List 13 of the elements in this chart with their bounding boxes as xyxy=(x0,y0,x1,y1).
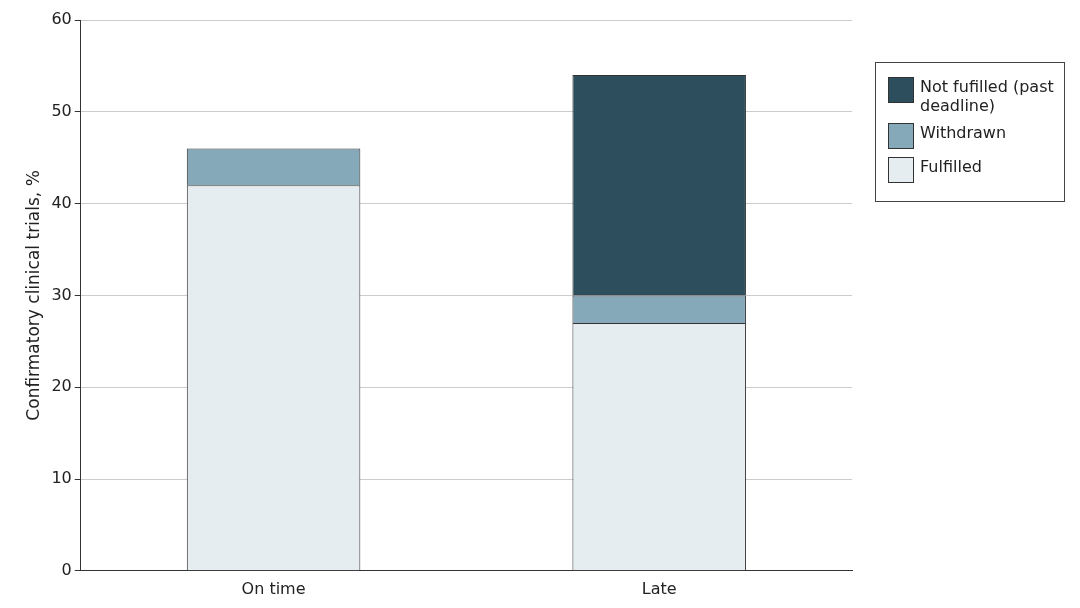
y-tick-label: 60 xyxy=(51,9,72,29)
y-tick-label: 10 xyxy=(51,468,72,488)
y-tick-label: 50 xyxy=(51,100,72,120)
legend-label: Not fufilled (past deadline) xyxy=(920,77,1055,115)
legend-label: Withdrawn xyxy=(920,123,1007,142)
y-tick-label: 40 xyxy=(51,192,72,212)
y-tick-label: 30 xyxy=(51,284,72,304)
legend-label: Fulfilled xyxy=(920,157,982,176)
y-tick-label: 20 xyxy=(51,376,72,396)
x-tick-label: On time xyxy=(241,578,306,598)
y-axis-title: Confirmatory clinical trials, % xyxy=(22,170,43,421)
y-tick-label: 0 xyxy=(61,559,72,579)
x-tick-label: Late xyxy=(641,578,677,598)
